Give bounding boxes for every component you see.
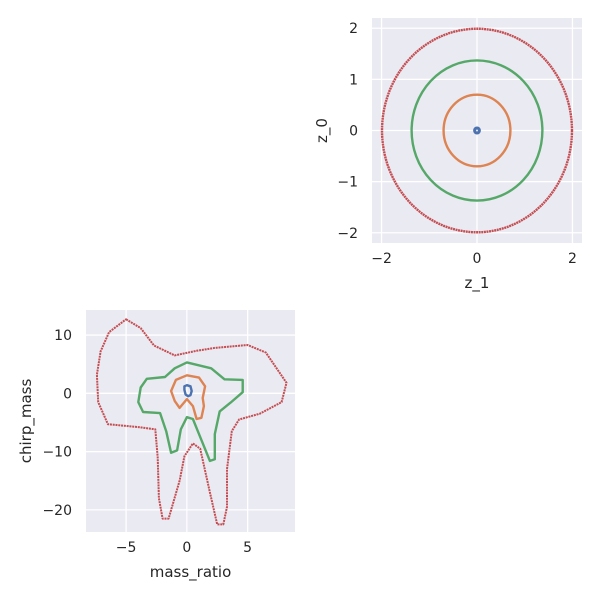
y-axis-label: z_0 (313, 118, 332, 143)
series-contour-3 (410, 59, 544, 202)
series-contour-2 (169, 374, 207, 421)
y-tick-label: −2 (337, 226, 358, 242)
y-tick-label: 1 (349, 72, 358, 88)
y-tick-label: 0 (349, 124, 358, 140)
y-axis-label: chirp_mass (17, 379, 36, 464)
plot-background (86, 310, 295, 532)
x-tick-label: 2 (568, 251, 577, 267)
y-tick-label: −20 (42, 503, 72, 519)
x-tick-label: −2 (371, 251, 392, 267)
y-tick-label: −1 (337, 175, 358, 191)
series-contour-3 (137, 361, 244, 463)
x-axis-label: mass_ratio (150, 563, 232, 582)
series-contour-2 (442, 93, 512, 168)
x-tick-label: 0 (473, 251, 482, 267)
mass-ratio-vs-chirp-mass-panel: −5 0 5 −20 −10 0 10 mass_ratio chirp_mass (17, 310, 295, 582)
x-tick-label: −5 (116, 540, 137, 556)
y-tick-label: −10 (42, 445, 72, 461)
series-contour-4 (380, 27, 574, 234)
x-axis-label: z_1 (465, 274, 490, 293)
series-contour-4 (95, 318, 288, 526)
series-contour-1 (183, 384, 193, 398)
x-tick-label: 5 (243, 540, 252, 556)
y-tick-label: 2 (349, 21, 358, 37)
series-contour-1 (473, 126, 481, 135)
x-tick-label: 0 (182, 540, 191, 556)
z1-vs-z0-panel: −2 0 2 −2 −1 0 1 2 z_1 z_0 (313, 18, 582, 293)
y-tick-label: 0 (63, 386, 72, 402)
y-tick-label: 10 (54, 328, 72, 344)
